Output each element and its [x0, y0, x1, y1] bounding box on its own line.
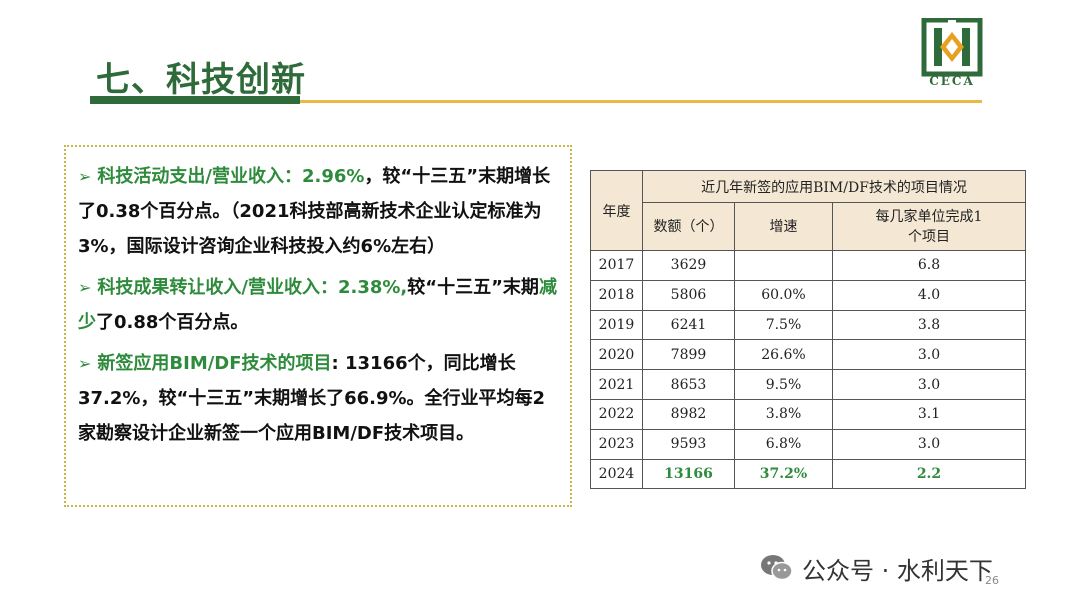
header-year: 年度	[590, 170, 643, 251]
cell-year: 2023	[590, 428, 643, 460]
cell-rate: 37.2%	[734, 458, 833, 490]
bullet-highlight: 减少	[78, 277, 557, 333]
watermark-text: 公众号 · 水利天下	[802, 556, 993, 585]
arrow-bullet-icon: ➢	[78, 354, 92, 373]
bullet-tech-transfer: ➢ 科技成果转让收入/营业收入：2.38%,较“十三五”末期减少了0.88个百分点…	[78, 270, 562, 340]
header-amount: 数额（个）	[642, 202, 735, 251]
table-row: 2021 8653 9.5% 3.0	[590, 369, 1026, 400]
watermark: 公众号 · 水利天下	[760, 548, 993, 588]
cell-amount: 5806	[642, 279, 735, 311]
cell-rate: 7.5%	[734, 309, 833, 341]
cell-amount: 8982	[642, 398, 735, 430]
table-row: 2019 6241 7.5% 3.8	[590, 309, 1026, 341]
table-row: 2020 7899 26.6% 3.0	[590, 339, 1026, 371]
cell-year: 2022	[590, 398, 643, 430]
bim-projects-table: 年度 近几年新签的应用BIM/DF技术的项目情况 数额（个） 增速 每几家单位完…	[590, 170, 1026, 490]
bullet-textbox: ➢ 科技活动支出/营业收入：2.96%，较“十三五”末期增长了0.38个百分点。（…	[64, 145, 572, 507]
bullet-lead: 科技活动支出/营业收入：2.96%	[97, 166, 365, 187]
cell-per-units: 3.1	[832, 398, 1026, 430]
table-row: 2023 9593 6.8% 3.0	[590, 428, 1026, 460]
wechat-icon	[761, 555, 793, 581]
table-row-highlight: 2024 13166 37.2% 2.2	[590, 458, 1026, 490]
bullet-lead: 新签应用BIM/DF技术的项目	[97, 353, 332, 374]
cell-rate: 9.5%	[734, 369, 833, 400]
page-number: 26	[985, 574, 999, 587]
header-rate: 增速	[734, 202, 833, 251]
cell-amount: 9593	[642, 428, 735, 460]
title-underline-dark	[90, 96, 300, 104]
bullet-text: : 13166个，同比增长37.2%，较“十三五”末期增长了66.9%。全行业平…	[78, 353, 546, 444]
cell-per-units: 3.8	[832, 309, 1026, 341]
cell-amount: 13166	[642, 458, 735, 490]
cell-per-units: 3.0	[832, 339, 1026, 371]
page-title: 七、科技创新	[96, 60, 306, 100]
table-row: 2022 8982 3.8% 3.1	[590, 398, 1026, 430]
table-caption: 近几年新签的应用BIM/DF技术的项目情况	[642, 170, 1026, 203]
cell-per-units: 3.0	[832, 428, 1026, 460]
title-underline-gold	[300, 100, 982, 103]
bullet-text: 了0.88个百分点。	[96, 312, 249, 333]
cell-amount: 8653	[642, 369, 735, 400]
arrow-bullet-icon: ➢	[78, 278, 92, 297]
cell-rate	[734, 250, 833, 281]
header-per-units: 每几家单位完成1个项目	[832, 202, 1026, 251]
cell-year: 2020	[590, 339, 643, 371]
bullet-lead: 科技成果转让收入/营业收入：2.38%,	[97, 277, 408, 298]
cell-rate: 26.6%	[734, 339, 833, 371]
cell-rate: 6.8%	[734, 428, 833, 460]
table-row: 2018 5806 60.0% 4.0	[590, 279, 1026, 311]
bullet-text: ，较“十三五”末期增长了0.38个百分点。（2021科技部高新技术企业认定标准为…	[78, 166, 551, 257]
arrow-bullet-icon: ➢	[78, 167, 92, 186]
cell-year: 2017	[590, 250, 643, 281]
logo-text: CECA	[929, 74, 975, 88]
cell-year: 2018	[590, 279, 643, 311]
cell-rate: 60.0%	[734, 279, 833, 311]
cell-per-units: 2.2	[832, 458, 1026, 490]
bullet-bim-projects: ➢ 新签应用BIM/DF技术的项目: 13166个，同比增长37.2%，较“十三五…	[78, 346, 562, 451]
cell-amount: 7899	[642, 339, 735, 371]
cell-rate: 3.8%	[734, 398, 833, 430]
cell-amount: 6241	[642, 309, 735, 341]
cell-year: 2019	[590, 309, 643, 341]
cell-year: 2021	[590, 369, 643, 400]
table-row: 2017 3629 6.8	[590, 250, 1026, 281]
bullet-rd-spending: ➢ 科技活动支出/营业收入：2.96%，较“十三五”末期增长了0.38个百分点。（…	[78, 159, 562, 264]
cell-per-units: 4.0	[832, 279, 1026, 311]
cell-per-units: 3.0	[832, 369, 1026, 400]
bullet-text: 较“十三五”末期	[407, 277, 539, 298]
cell-per-units: 6.8	[832, 250, 1026, 281]
ceca-logo-icon	[921, 18, 983, 77]
cell-year: 2024	[590, 458, 643, 490]
cell-amount: 3629	[642, 250, 735, 281]
